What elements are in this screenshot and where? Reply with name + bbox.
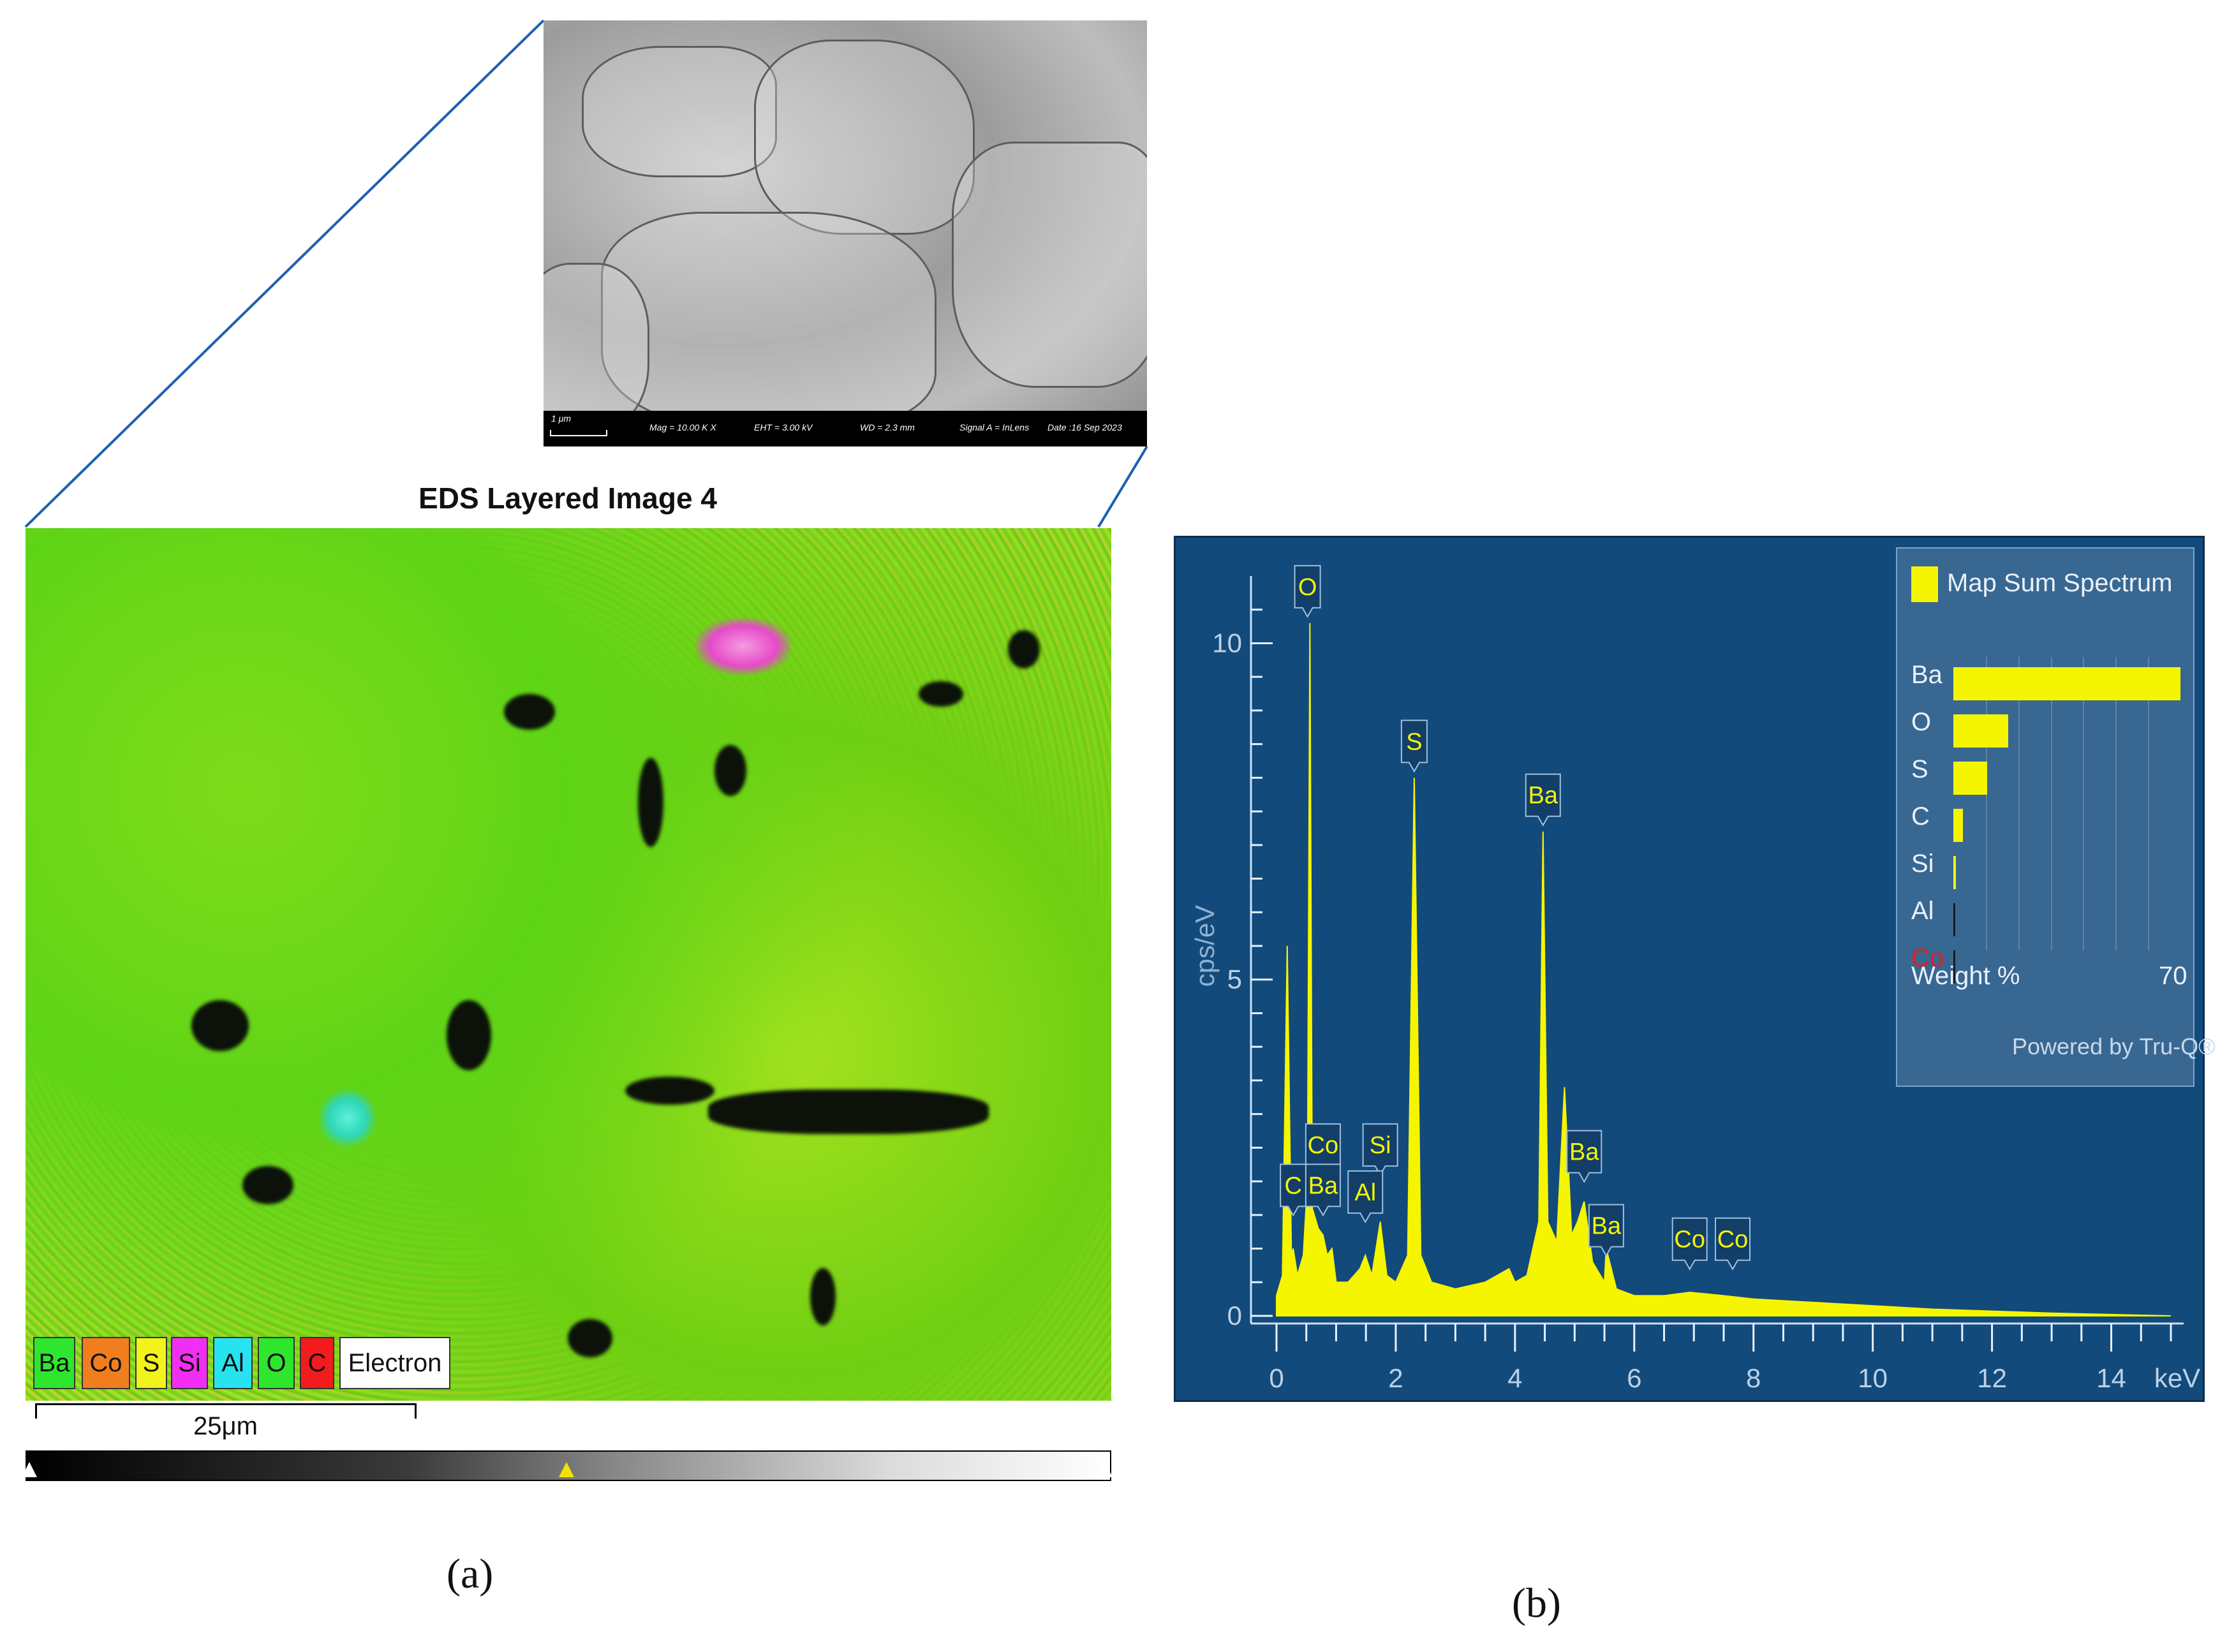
- y-tick-label: 5: [1227, 964, 1242, 994]
- eds-title: EDS Layered Image 4: [418, 482, 717, 515]
- legend-s: S: [135, 1337, 167, 1389]
- x-tick-label: 8: [1746, 1363, 1761, 1393]
- x-axis-label: keV: [2154, 1363, 2200, 1393]
- sem-mag: Mag = 10.00 K X: [649, 422, 716, 432]
- sem-signal: Signal A = InLens: [959, 422, 1030, 432]
- greyscale-marker-mid: [559, 1462, 574, 1477]
- peak-label-ba: Ba: [1592, 1213, 1622, 1240]
- inset-weight-bar: [1953, 856, 1957, 889]
- greyscale-marker-low: [22, 1462, 37, 1477]
- inset-weight-bar: [1953, 903, 1955, 936]
- silicon-patch: [695, 617, 791, 675]
- panel-label-b: (b): [1512, 1580, 1561, 1626]
- peak-label-box: [1671, 1217, 1708, 1271]
- peak-label-box: [1566, 1130, 1602, 1183]
- greyscale-marker-high: [1097, 1462, 1113, 1477]
- connector-lines: [24, 19, 1148, 528]
- peak-label-co: Co: [1308, 1132, 1339, 1159]
- inset-element-label: Si: [1911, 850, 1934, 878]
- sem-eht: EHT = 3.00 kV: [754, 422, 813, 432]
- aluminium-patch: [319, 1089, 376, 1147]
- inset-footer: Powered by Tru-Q®: [2012, 1033, 2216, 1059]
- peak-label-al: Al: [1354, 1179, 1376, 1206]
- peak-label-c: C: [1284, 1172, 1301, 1199]
- inset-grid-line: [2115, 657, 2117, 950]
- x-tick-label: 2: [1388, 1363, 1403, 1393]
- inset-title: Map Sum Spectrum: [1947, 569, 2173, 597]
- sem-wd: WD = 2.3 mm: [860, 422, 915, 432]
- inset-grid-line: [2083, 657, 2085, 950]
- x-tick-label: 4: [1507, 1363, 1522, 1393]
- inset-weight-bar: [1953, 950, 1955, 984]
- peak-label-co: Co: [1717, 1227, 1749, 1253]
- eds-scale-label: 25μm: [193, 1412, 258, 1440]
- inset-element-label: C: [1911, 802, 1930, 830]
- sem-date: Date :16 Sep 2023: [1047, 422, 1122, 432]
- inset-axis-label: Weight %: [1911, 962, 2020, 990]
- peak-label-box: [1294, 564, 1321, 618]
- y-tick-label: 0: [1227, 1301, 1242, 1331]
- inset-grid-line: [2050, 657, 2052, 950]
- peak-label-ba: Ba: [1569, 1139, 1599, 1166]
- peak-label-box: [1305, 1163, 1341, 1217]
- inset-weight-bar: [1953, 762, 1988, 795]
- peak-label-box: [1347, 1170, 1384, 1223]
- y-axis-label: cps/eV: [1190, 905, 1220, 987]
- peak-label-box: [1588, 1204, 1624, 1257]
- x-tick-label: 14: [2096, 1363, 2126, 1393]
- inset-element-label: S: [1911, 755, 1928, 783]
- x-tick-label: 0: [1269, 1363, 1284, 1393]
- peak-label-s: S: [1406, 728, 1422, 755]
- peak-label-o: O: [1298, 574, 1317, 601]
- sem-info-bar: 1 μm Mag = 10.00 K X EHT = 3.00 kV WD = …: [544, 411, 1147, 446]
- panel-label-a: (a): [447, 1551, 494, 1597]
- eds-scale-bar: [35, 1403, 416, 1405]
- legend-c: C: [300, 1337, 334, 1389]
- inset-element-label: O: [1911, 708, 1932, 736]
- inset-element-label: Co: [1911, 944, 1944, 972]
- legend-ba: Ba: [33, 1337, 75, 1389]
- weight-percent-inset: Map Sum Spectrum Ba O S C Si Al Co Weight % 70…: [1896, 547, 2216, 1087]
- inset-legend-swatch: [1911, 566, 1938, 602]
- inset-element-label: Ba: [1911, 661, 1943, 689]
- peak-label-box: [1715, 1217, 1751, 1271]
- inset-weight-bar: [1953, 667, 2180, 700]
- peak-label-co: Co: [1674, 1227, 1705, 1253]
- peak-label-si: Si: [1370, 1132, 1391, 1159]
- inset-grid-line: [2148, 657, 2150, 950]
- inset-weight-bar: [1953, 714, 2009, 748]
- legend-electron: Electron: [339, 1337, 450, 1389]
- legend-co: Co: [82, 1337, 130, 1389]
- inset-grid-line: [1985, 657, 1987, 950]
- x-tick-label: 10: [1858, 1363, 1888, 1393]
- peak-label-box: [1400, 719, 1428, 773]
- sem-scale-bar: [550, 435, 607, 436]
- sem-scale-label: 1 μm: [551, 413, 572, 424]
- inset-axis-max: 70: [2159, 962, 2187, 990]
- peak-label-ba: Ba: [1528, 783, 1558, 809]
- legend-si: Si: [171, 1337, 208, 1389]
- inset-grid-line: [2018, 657, 2020, 950]
- eds-scale-tick: [35, 1403, 37, 1419]
- peak-label-ba: Ba: [1308, 1172, 1338, 1199]
- peak-label-box: [1525, 773, 1561, 827]
- spectrum-series: [1276, 623, 2172, 1316]
- x-tick-label: 12: [1977, 1363, 2007, 1393]
- inset-weight-bar: [1953, 809, 1964, 842]
- eds-layered-map: [26, 528, 1111, 1401]
- legend-o: O: [258, 1337, 295, 1389]
- inset-element-label: Al: [1911, 897, 1934, 925]
- legend-al: Al: [213, 1337, 253, 1389]
- eds-scale-tick: [415, 1403, 417, 1419]
- y-tick-label: 10: [1212, 628, 1242, 658]
- sem-scale-tick: [550, 430, 551, 436]
- x-tick-label: 6: [1627, 1363, 1641, 1393]
- sem-micrograph: [544, 20, 1147, 446]
- sem-scale-tick: [606, 430, 607, 436]
